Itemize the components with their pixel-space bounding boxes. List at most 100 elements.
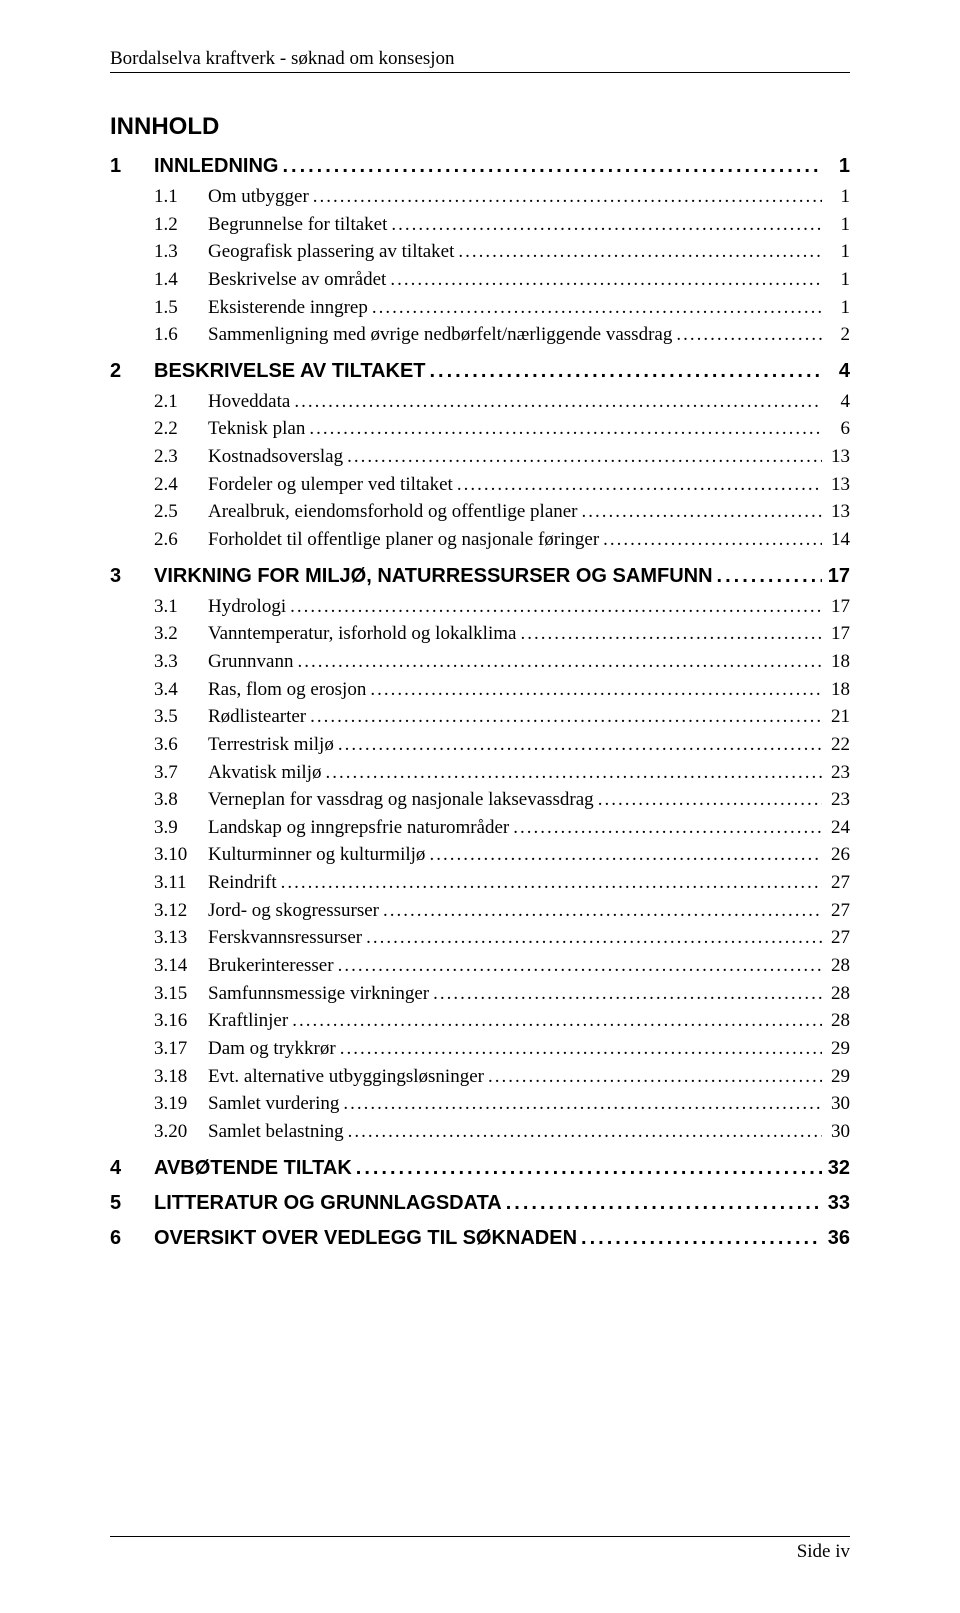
toc-leader-dots bbox=[297, 649, 822, 675]
toc-leader-dots bbox=[338, 732, 822, 758]
toc-entry-page: 30 bbox=[826, 1119, 850, 1145]
toc-entry-number: 3.4 bbox=[154, 677, 208, 703]
toc-entry-page: 4 bbox=[826, 389, 850, 415]
toc-entry-label: Kostnadsoverslag bbox=[208, 444, 343, 470]
toc-leader-dots bbox=[343, 1091, 822, 1117]
toc-leader-dots bbox=[325, 760, 822, 786]
toc-entry[interactable]: 3.11Reindrift27 bbox=[110, 870, 850, 896]
toc-entry[interactable]: 3.4Ras, flom og erosjon18 bbox=[110, 677, 850, 703]
toc-entry-page: 1 bbox=[826, 155, 850, 178]
toc-entry-page: 1 bbox=[826, 267, 850, 293]
toc-entry-label: Vanntemperatur, isforhold og lokalklima bbox=[208, 621, 516, 647]
toc-entry-label: OVERSIKT OVER VEDLEGG TIL SØKNADEN bbox=[154, 1227, 577, 1250]
toc-leader-dots bbox=[370, 677, 822, 703]
toc-entry-page: 4 bbox=[826, 360, 850, 383]
page-number: Side iv bbox=[797, 1541, 850, 1562]
toc-entry-label: Ferskvannsressurser bbox=[208, 925, 362, 951]
toc-entry-label: Arealbruk, eiendomsforhold og offentlige… bbox=[208, 499, 578, 525]
toc-entry-number: 2.6 bbox=[154, 527, 208, 553]
toc-entry-page: 18 bbox=[826, 649, 850, 675]
toc-entry-page: 29 bbox=[826, 1064, 850, 1090]
toc-entry[interactable]: 3.20Samlet belastning30 bbox=[110, 1119, 850, 1145]
toc-entry-number: 2.3 bbox=[154, 444, 208, 470]
toc-entry[interactable]: 1.1Om utbygger1 bbox=[110, 184, 850, 210]
toc-entry[interactable]: 3.1Hydrologi17 bbox=[110, 594, 850, 620]
toc-entry-number: 3.1 bbox=[154, 594, 208, 620]
toc-entry-number: 2 bbox=[110, 360, 154, 383]
toc-entry-number: 3.10 bbox=[154, 842, 208, 868]
toc-entry[interactable]: 2.5Arealbruk, eiendomsforhold og offentl… bbox=[110, 499, 850, 525]
toc-entry-number: 2.4 bbox=[154, 472, 208, 498]
toc-entry[interactable]: 4AVBØTENDE TILTAK32 bbox=[110, 1157, 850, 1180]
toc-entry[interactable]: 2.3Kostnadsoverslag13 bbox=[110, 444, 850, 470]
toc-entry-label: Eksisterende inngrep bbox=[208, 295, 368, 321]
toc-leader-dots bbox=[506, 1192, 822, 1215]
toc-entry[interactable]: 1.2Begrunnelse for tiltaket1 bbox=[110, 212, 850, 238]
toc-entry[interactable]: 6OVERSIKT OVER VEDLEGG TIL SØKNADEN 36 bbox=[110, 1227, 850, 1250]
toc-entry[interactable]: 3VIRKNING FOR MILJØ, NATURRESSURSER OG S… bbox=[110, 565, 850, 588]
toc-entry[interactable]: 3.2Vanntemperatur, isforhold og lokalkli… bbox=[110, 621, 850, 647]
toc-entry[interactable]: 2.1Hoveddata4 bbox=[110, 389, 850, 415]
toc-entry-number: 1.2 bbox=[154, 212, 208, 238]
toc-entry[interactable]: 2.6Forholdet til offentlige planer og na… bbox=[110, 527, 850, 553]
toc-leader-dots bbox=[520, 621, 822, 647]
toc-entry[interactable]: 3.6Terrestrisk miljø22 bbox=[110, 732, 850, 758]
toc-entry[interactable]: 2BESKRIVELSE AV TILTAKET 4 bbox=[110, 360, 850, 383]
toc-entry[interactable]: 3.3Grunnvann18 bbox=[110, 649, 850, 675]
toc-entry[interactable]: 1INNLEDNING1 bbox=[110, 155, 850, 178]
toc-entry-label: Verneplan for vassdrag og nasjonale laks… bbox=[208, 787, 594, 813]
toc-leader-dots bbox=[430, 360, 823, 383]
toc-entry[interactable]: 3.9Landskap og inngrepsfrie naturområder… bbox=[110, 815, 850, 841]
toc-leader-dots bbox=[372, 295, 822, 321]
toc-entry-label: Kraftlinjer bbox=[208, 1008, 288, 1034]
toc-leader-dots bbox=[294, 389, 822, 415]
toc-entry[interactable]: 2.2Teknisk plan6 bbox=[110, 416, 850, 442]
toc-entry-label: Fordeler og ulemper ved tiltaket bbox=[208, 472, 453, 498]
toc-entry[interactable]: 5LITTERATUR OG GRUNNLAGSDATA33 bbox=[110, 1192, 850, 1215]
toc-entry[interactable]: 3.12Jord- og skogressurser27 bbox=[110, 898, 850, 924]
toc-entry-page: 22 bbox=[826, 732, 850, 758]
toc-entry[interactable]: 1.6Sammenligning med øvrige nedbørfelt/n… bbox=[110, 322, 850, 348]
toc-entry-number: 3.12 bbox=[154, 898, 208, 924]
toc-entry-page: 26 bbox=[826, 842, 850, 868]
toc-entry-page: 28 bbox=[826, 1008, 850, 1034]
toc-entry-page: 29 bbox=[826, 1036, 850, 1062]
toc-entry[interactable]: 3.19Samlet vurdering30 bbox=[110, 1091, 850, 1117]
toc-entry-number: 6 bbox=[110, 1227, 154, 1250]
toc-entry[interactable]: 3.18Evt. alternative utbyggingsløsninger… bbox=[110, 1064, 850, 1090]
toc-entry-page: 23 bbox=[826, 787, 850, 813]
toc-entry[interactable]: 1.5Eksisterende inngrep1 bbox=[110, 295, 850, 321]
toc-entry-number: 3.11 bbox=[154, 870, 208, 896]
toc-entry-label: AVBØTENDE TILTAK bbox=[154, 1157, 352, 1180]
toc-leader-dots bbox=[433, 981, 822, 1007]
toc-entry-number: 5 bbox=[110, 1192, 154, 1215]
toc-entry-page: 13 bbox=[826, 472, 850, 498]
toc-entry[interactable]: 3.5Rødlistearter21 bbox=[110, 704, 850, 730]
toc-entry-label: Reindrift bbox=[208, 870, 277, 896]
toc-entry-number: 3.15 bbox=[154, 981, 208, 1007]
toc-entry-number: 3.5 bbox=[154, 704, 208, 730]
toc-entry[interactable]: 1.4Beskrivelse av området1 bbox=[110, 267, 850, 293]
toc-entry-page: 21 bbox=[826, 704, 850, 730]
toc-entry-label: BESKRIVELSE AV TILTAKET bbox=[154, 360, 426, 383]
toc-entry[interactable]: 3.10Kulturminner og kulturmiljø26 bbox=[110, 842, 850, 868]
toc-entry[interactable]: 3.14Brukerinteresser28 bbox=[110, 953, 850, 979]
toc-leader-dots bbox=[598, 787, 822, 813]
toc-entry-page: 36 bbox=[826, 1227, 850, 1250]
toc-entry[interactable]: 3.7Akvatisk miljø23 bbox=[110, 760, 850, 786]
toc-leader-dots bbox=[347, 444, 822, 470]
toc-entry[interactable]: 3.8Verneplan for vassdrag og nasjonale l… bbox=[110, 787, 850, 813]
toc-entry-page: 28 bbox=[826, 981, 850, 1007]
toc-leader-dots bbox=[581, 1227, 822, 1250]
toc-leader-dots bbox=[338, 953, 822, 979]
toc-entry[interactable]: 3.16Kraftlinjer28 bbox=[110, 1008, 850, 1034]
toc-entry-number: 3.17 bbox=[154, 1036, 208, 1062]
toc-entry[interactable]: 3.13Ferskvannsressurser27 bbox=[110, 925, 850, 951]
toc-entry[interactable]: 3.17Dam og trykkrør29 bbox=[110, 1036, 850, 1062]
toc-entry-page: 27 bbox=[826, 898, 850, 924]
toc-entry[interactable]: 1.3Geografisk plassering av tiltaket1 bbox=[110, 239, 850, 265]
toc-entry[interactable]: 3.15Samfunnsmessige virkninger28 bbox=[110, 981, 850, 1007]
toc-entry-number: 2.2 bbox=[154, 416, 208, 442]
toc-entry[interactable]: 2.4Fordeler og ulemper ved tiltaket 13 bbox=[110, 472, 850, 498]
toc-entry-label: VIRKNING FOR MILJØ, NATURRESSURSER OG SA… bbox=[154, 565, 713, 588]
